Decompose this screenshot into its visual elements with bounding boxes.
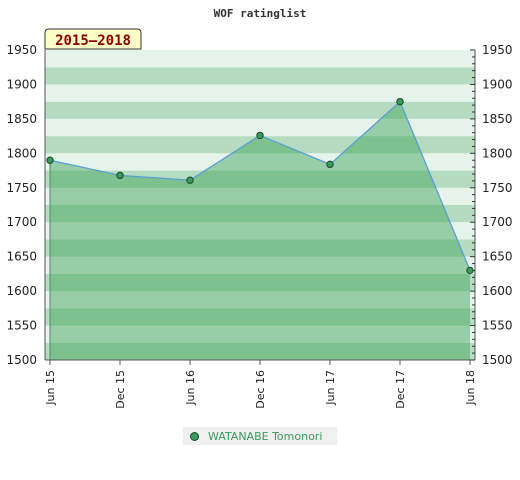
grid-band — [45, 273, 475, 292]
points-layer — [46, 97, 474, 275]
y-tick-label-right: 1700 — [482, 215, 513, 229]
y-tick-label-right: 1550 — [482, 319, 513, 333]
y-tick-label-right: 1650 — [482, 250, 513, 264]
grid-band — [45, 222, 475, 240]
background-bands — [45, 50, 475, 360]
grid-band — [45, 50, 475, 68]
grid-band — [45, 187, 475, 205]
grid-band — [45, 118, 475, 137]
period-badge-bg — [44, 28, 142, 50]
data-point — [46, 156, 54, 164]
grid-band — [45, 239, 475, 257]
data-point — [116, 171, 124, 180]
y-tick-label-right: 1750 — [482, 181, 513, 195]
y-tick-label-left: 1500 — [6, 353, 37, 367]
y-tick-label-left: 1600 — [6, 284, 37, 298]
data-point — [256, 131, 264, 140]
x-tick-label: Jun 18 — [464, 370, 477, 406]
x-tick-label: Jun 16 — [184, 370, 197, 406]
y-tick-label-right: 1800 — [482, 146, 513, 160]
x-tick-label: Dec 15 — [114, 370, 127, 409]
y-tick-label-left: 1900 — [6, 77, 37, 91]
grid-band — [45, 84, 475, 102]
grid-band — [45, 153, 475, 171]
y-tick-label-right: 1900 — [482, 77, 513, 91]
grid-band — [45, 342, 475, 360]
legend-marker-icon — [190, 431, 199, 441]
y-tick-label-left: 1550 — [6, 319, 37, 333]
grid-band — [45, 256, 475, 274]
period-label: 2015–2018 — [55, 33, 131, 49]
y-tick-label-left: 1850 — [6, 112, 37, 126]
x-tick-label: Dec 17 — [394, 370, 407, 409]
x-tick-label: Dec 16 — [254, 370, 267, 409]
legend: WATANABE Tomonori — [183, 427, 337, 445]
y-tick-label-left: 1800 — [6, 146, 37, 160]
grid-band — [45, 136, 475, 154]
y-tick-label-right: 1850 — [482, 112, 513, 126]
y-tick-label-right: 1950 — [482, 43, 513, 57]
grid-band — [45, 291, 475, 309]
x-tick-label: Jun 17 — [324, 370, 337, 406]
grid-band — [45, 205, 475, 223]
y-tick-label-left: 1750 — [6, 181, 37, 195]
chart-title: WOF ratinglist — [214, 7, 307, 20]
y-tick-label-left: 1700 — [6, 215, 37, 229]
axes-layer: 1500 1500 1550 1550 1600 1600 1650 1650 1700 1700… — [6, 43, 512, 409]
grid-band — [45, 170, 475, 188]
series-area — [50, 101, 470, 361]
period-badge: 2015–2018 — [44, 28, 142, 50]
data-point — [396, 97, 404, 106]
y-tick-label-right: 1600 — [482, 284, 513, 298]
y-tick-label-right: 1500 — [482, 353, 513, 367]
data-point — [186, 176, 194, 184]
grid-band — [45, 325, 475, 343]
grid-band — [45, 67, 475, 85]
grid-band — [45, 308, 475, 326]
y-tick-label-left: 1950 — [6, 43, 37, 57]
x-tick-label: Jun 15 — [44, 370, 57, 406]
data-point — [466, 266, 474, 275]
grid-band — [45, 101, 475, 119]
legend-label: WATANABE Tomonori — [208, 429, 323, 443]
y-tick-label-left: 1650 — [6, 250, 37, 264]
data-point — [326, 160, 334, 169]
